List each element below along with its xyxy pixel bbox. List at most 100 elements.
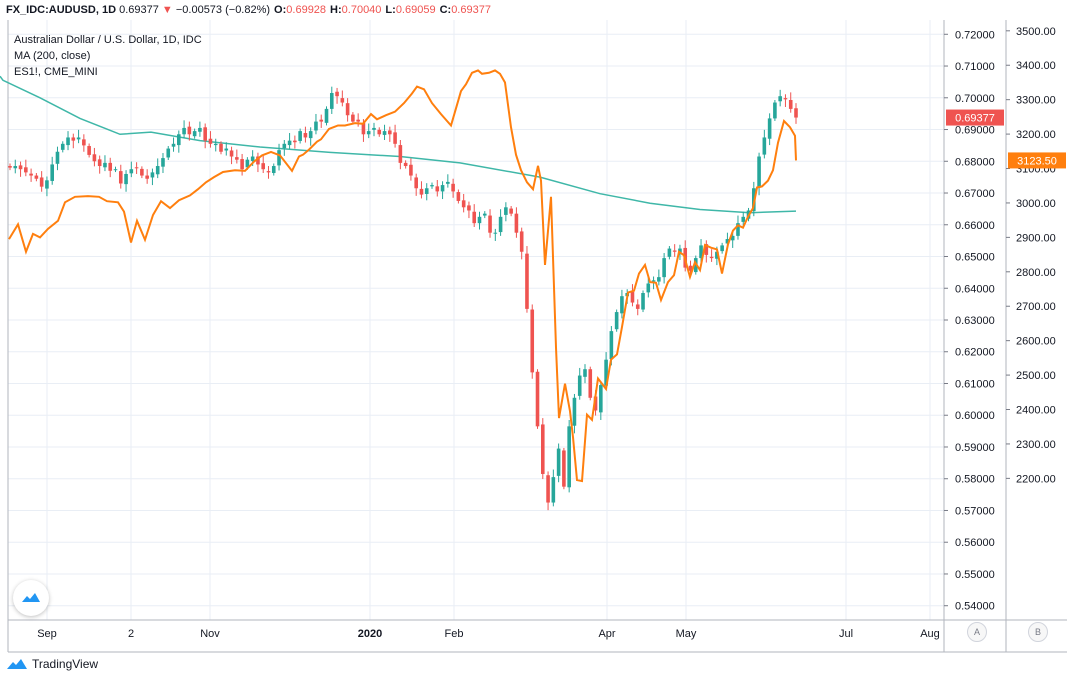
last-value-tags: 0.69377 3123.50 [946,109,1066,169]
candle-body [467,205,471,211]
left-axis-tick-label: 0.65000 [955,252,995,264]
compare-last-tag-bg [1008,152,1066,169]
candle-body [778,96,782,102]
candle-body [725,239,730,244]
left-axis-tick-label: 0.72000 [955,29,995,41]
candle-body [171,143,176,147]
candle-body [256,156,260,165]
candle-body [29,173,33,176]
left-axis-tick-label: 0.70000 [955,93,995,105]
candle-body [55,151,60,164]
candle-body [60,143,65,150]
candle-body [18,165,23,170]
candle-body [403,162,408,167]
candle-body [393,132,397,144]
left-price-axis[interactable]: 0.72000 0.71000 0.70000 0.69000 0.68000 0.670… [944,29,995,613]
left-axis-tick-label: 0.64000 [955,283,995,295]
time-axis-tick-label: Aug [920,628,940,640]
candle-body [45,180,49,189]
candle-body [620,296,624,314]
last-price: 0.69377 [119,4,159,16]
candle-body [314,121,318,131]
candle-body [767,118,772,139]
candle-body [562,450,566,487]
candle-body [177,134,181,146]
candle-body [293,140,297,143]
candle-body [39,177,44,187]
tradingview-badge-icon [22,593,40,602]
low-value: 0.69059 [395,4,436,16]
right-axis-tick-label: 3300.00 [1016,95,1056,107]
footer-brand[interactable]: TradingView [6,654,98,674]
candle-body [308,131,313,139]
candle-body [635,304,640,309]
left-axis-tick-label: 0.67000 [955,188,995,200]
candle-body [604,359,608,386]
time-axis-tick-label: Nov [200,628,220,640]
candle-body [377,129,382,135]
candle-body [667,248,672,257]
candle-body [709,256,714,259]
candle-body [198,127,202,132]
high-value: 0.70040 [341,4,382,16]
right-axis-tick-label: 3500.00 [1016,26,1056,38]
candle-body [672,250,677,252]
candle-body [572,397,577,426]
candle-body [720,245,724,252]
scale-b-button[interactable]: B [1028,622,1048,642]
candle-body [229,150,234,157]
candle-body [456,192,461,201]
candle-body [319,119,324,122]
candle-body [588,369,593,398]
candle-body [235,157,239,160]
scale-a-button[interactable]: A [967,622,987,642]
candle-body [261,163,266,170]
candle-body [773,102,777,119]
open-value: 0.69928 [286,4,327,16]
legend-compare[interactable]: ES1!, CME_MINI [14,66,98,78]
price-chart[interactable]: 0.72000 0.71000 0.70000 0.69000 0.68000 0.670… [0,20,1067,654]
legend-main[interactable]: Australian Dollar / U.S. Dollar, 1D, IDC [14,34,202,46]
candle-body [546,475,550,503]
candle-body [50,164,55,181]
right-price-axis[interactable]: 3500.003400.003300.003200.003100.003000.… [1006,26,1056,486]
right-axis-tick-label: 3400.00 [1016,60,1056,72]
candle-body [24,167,28,173]
legend-ma[interactable]: MA (200, close) [14,50,91,62]
candle-body [277,150,281,166]
candle-body [213,143,218,146]
candle-body [129,169,134,174]
footer-brand-label: TradingView [32,657,99,671]
candle-body [192,131,197,137]
time-axis-tick-label: 2 [128,628,134,640]
candle-body [71,137,76,141]
symbol-label[interactable]: FX_IDC:AUDUSD, 1D [6,4,117,16]
candle-body [519,231,524,252]
candle-body [482,213,487,216]
candle-body [477,216,482,224]
chart-logo-button[interactable] [13,580,49,616]
open-label: O: [274,4,287,16]
candle-body [271,166,276,174]
candle-body [113,169,118,171]
candle-body [329,93,334,109]
candle-body [446,181,450,184]
price-change: −0.00573 (−0.82%) [175,4,271,16]
candle-body [678,248,682,253]
candle-body [282,143,287,149]
candle-body [525,253,529,309]
candle-body [414,177,418,189]
candle-body [614,312,619,330]
candle-body [461,200,466,208]
down-arrow-icon: ▼ [161,4,173,16]
close-value: 0.69377 [451,4,491,16]
candle-body [140,168,144,176]
left-axis-tick-label: 0.56000 [955,537,995,549]
time-axis[interactable]: Sep 2 Nov 2020 Feb Apr May Jul Aug [37,628,940,640]
high-label: H: [330,4,342,16]
candle-body [92,154,97,162]
left-axis-tick-label: 0.55000 [955,569,995,581]
candle-body [472,211,477,224]
left-axis-tick-label: 0.60000 [955,410,995,422]
candle-body [704,244,709,255]
